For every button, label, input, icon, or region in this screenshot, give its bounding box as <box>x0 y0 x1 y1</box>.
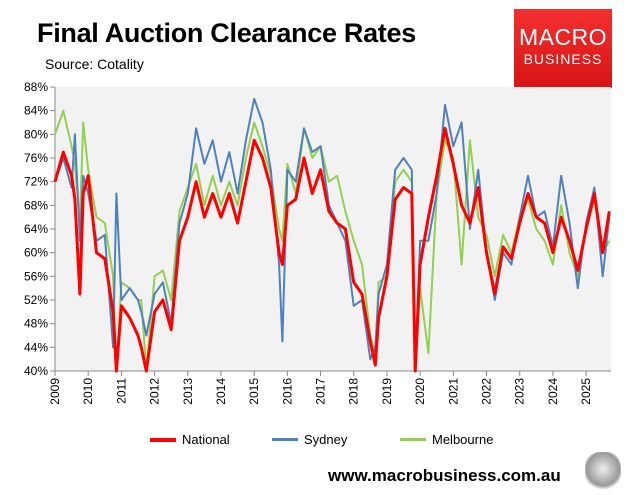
x-tick-label: 2009 <box>48 378 62 405</box>
y-tick-label: 44% <box>24 340 48 354</box>
line-chart: 40% 44% 48% 52% 56% 60% 64% 68% 72% 76% 80% 84% 88% 2… <box>24 80 611 405</box>
x-tick-label: 2015 <box>247 378 261 405</box>
y-tick-label: 84% <box>24 104 48 118</box>
x-tick-label: 2018 <box>347 378 361 405</box>
chart-title: Final Auction Clearance Rates <box>37 18 416 48</box>
series-line-sydney <box>54 97 611 372</box>
legend-label: National <box>182 432 230 447</box>
x-tick-label: 2010 <box>81 378 95 405</box>
legend-item-sydney: Sydney <box>272 432 347 447</box>
y-tick-label: 56% <box>24 269 48 283</box>
logo-line-2: BUSINESS <box>523 51 603 67</box>
macrobusiness-logo: MACRO BUSINESS <box>514 9 612 88</box>
x-tick-label: 2016 <box>280 378 294 405</box>
y-tick-label: 48% <box>24 317 48 331</box>
y-tick-label: 88% <box>24 80 48 94</box>
x-tick-label: 2013 <box>181 378 195 405</box>
series-line-national <box>53 126 611 373</box>
legend-label: Sydney <box>304 432 348 447</box>
legend-item-national: National <box>150 432 230 447</box>
y-tick-label: 76% <box>24 151 48 165</box>
legend-label: Melbourne <box>432 432 494 447</box>
chart-source: Source: Cotality <box>45 56 144 72</box>
y-tick-label: 64% <box>24 222 48 236</box>
y-tick-label: 80% <box>24 127 48 141</box>
logo-line-1: MACRO <box>518 24 608 50</box>
legend-swatch <box>272 438 298 441</box>
legend: National Sydney Melbourne <box>0 432 630 452</box>
x-tick-label: 2022 <box>480 378 494 405</box>
x-tick-label: 2021 <box>446 378 460 405</box>
website-url: www.macrobusiness.com.au <box>328 466 561 485</box>
x-tick-label: 2020 <box>413 378 427 405</box>
y-tick-label: 72% <box>24 175 48 189</box>
x-tick-label: 2012 <box>148 378 162 405</box>
plot-area <box>55 87 611 371</box>
y-tick-label: 40% <box>24 364 48 378</box>
legend-item-melbourne: Melbourne <box>400 432 493 447</box>
x-tick-label: 2014 <box>214 378 228 405</box>
x-tick-label: 2024 <box>546 378 560 405</box>
wolf-logo-icon <box>585 452 621 490</box>
y-tick-label: 68% <box>24 198 48 212</box>
x-tick-label: 2011 <box>114 378 128 404</box>
x-tick-label: 2017 <box>314 378 328 405</box>
y-tick-label: 60% <box>24 246 48 260</box>
x-tick-label: 2023 <box>513 378 527 405</box>
x-tick-label: 2025 <box>579 378 593 405</box>
y-tick-label: 52% <box>24 293 48 307</box>
x-tick-label: 2019 <box>380 378 394 405</box>
legend-swatch <box>150 437 176 442</box>
legend-swatch <box>400 438 426 441</box>
